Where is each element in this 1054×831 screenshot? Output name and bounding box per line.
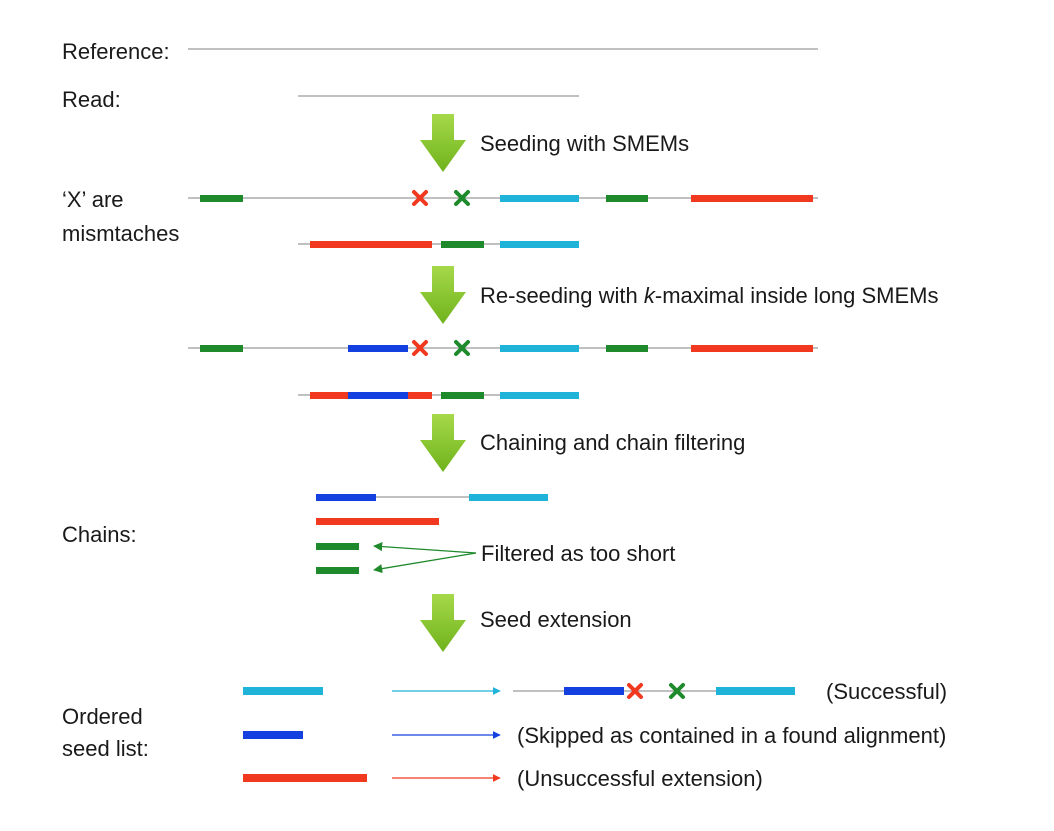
step-chaining: Chaining and chain filtering <box>480 430 745 455</box>
skipped-annotation: (Skipped as contained in a found alignme… <box>517 723 946 748</box>
down-arrow-icon <box>420 266 466 324</box>
mismatch-x-icon <box>412 340 428 356</box>
mismatch-x-icon <box>454 340 470 356</box>
seed-green <box>606 195 648 202</box>
seed-blue <box>348 392 408 399</box>
seed-cyan <box>500 392 579 399</box>
seed-red <box>691 345 813 352</box>
reference-label: Reference: <box>62 39 170 64</box>
filter-pointer-arrow <box>373 552 477 574</box>
chain-seed-blue <box>316 494 376 501</box>
mismatch-x-icon <box>627 683 643 699</box>
down-arrow-icon <box>420 594 466 652</box>
down-arrow-icon <box>420 414 466 472</box>
read-label: Read: <box>62 87 121 112</box>
ordered-label: Ordered <box>62 704 143 729</box>
seed-red <box>691 195 813 202</box>
seed-cyan <box>500 195 579 202</box>
seed-green <box>606 345 648 352</box>
chain-seed-red <box>316 518 439 525</box>
mismatch-x-icon <box>669 683 685 699</box>
step-extension: Seed extension <box>480 607 632 632</box>
mismatches-label: mismtaches <box>62 221 179 246</box>
seed-cyan <box>500 345 579 352</box>
seed-green <box>200 345 243 352</box>
seed-list-label: seed list: <box>62 736 149 761</box>
alignment-seed-cyan <box>716 687 795 695</box>
seed-cyan <box>500 241 579 248</box>
unsuccessful-annotation: (Unsuccessful extension) <box>517 766 763 791</box>
seed-blue <box>348 345 408 352</box>
mismatch-x-icon <box>412 190 428 206</box>
successful-annotation: (Successful) <box>826 679 947 704</box>
ordered-seed-blue <box>243 731 303 739</box>
alignment-seed-blue <box>564 687 624 695</box>
down-arrow-icon <box>420 114 466 172</box>
seed-green <box>441 241 484 248</box>
seed-green <box>200 195 243 202</box>
chain-seed-cyan <box>469 494 548 501</box>
ordered-seed-cyan <box>243 687 323 695</box>
filtered-annotation: Filtered as too short <box>481 541 675 566</box>
mismatch-x-icon <box>454 190 470 206</box>
chain-seed-green <box>316 567 359 574</box>
step-seeding: Seeding with SMEMs <box>480 131 689 156</box>
chains-label: Chains: <box>62 522 137 547</box>
x-are-label: ‘X’ are <box>62 187 124 212</box>
filter-pointer-arrow <box>373 542 477 554</box>
seed-green <box>441 392 484 399</box>
chain-seed-green <box>316 543 359 550</box>
ordered-seed-red <box>243 774 367 782</box>
step-reseeding: Re-seeding with k-maximal inside long SM… <box>480 283 939 308</box>
seed-red <box>310 241 432 248</box>
